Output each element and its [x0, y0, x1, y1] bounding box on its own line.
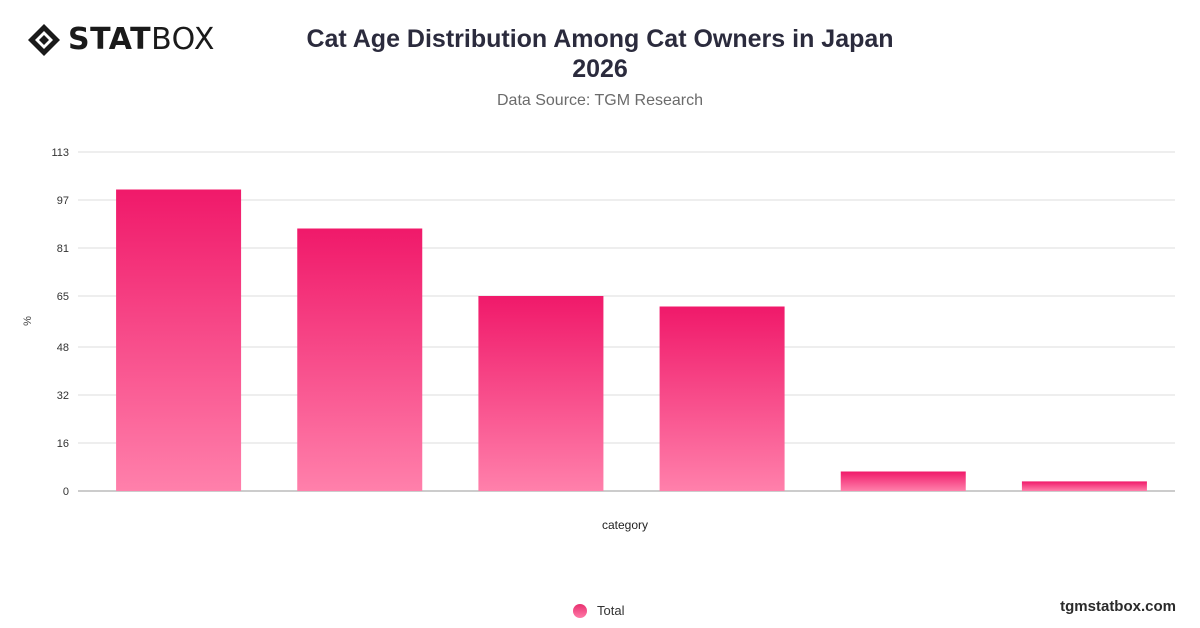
gridlines: 0 16 32 48 65 81 97 113 [51, 147, 1175, 498]
bars [116, 189, 1147, 492]
chart-title-line1: Cat Age Distribution Among Cat Owners in… [306, 25, 894, 53]
chart-title-line2: 2026 [572, 55, 628, 83]
bar[interactable] [297, 228, 423, 492]
logo-text: STATBOX [68, 22, 215, 57]
legend-label-total: Total [597, 603, 625, 618]
bar[interactable] [659, 306, 785, 492]
y-tick-label: 81 [57, 243, 69, 255]
y-tick-label: 16 [57, 438, 69, 450]
y-tick-label: 0 [63, 486, 69, 498]
y-axis-label: % [22, 316, 34, 326]
y-tick-label: 65 [57, 291, 69, 303]
statbox-logo: STATBOX [26, 22, 215, 58]
site-url[interactable]: tgmstatbox.com [1060, 598, 1176, 615]
legend-swatch [573, 603, 587, 618]
y-tick-label: 113 [51, 147, 69, 159]
x-axis-label: category [602, 518, 648, 532]
statbox-diamond-icon [28, 24, 60, 56]
y-tick-label: 32 [57, 390, 69, 402]
y-tick-label: 48 [57, 342, 69, 354]
bar[interactable] [840, 471, 966, 492]
bar[interactable] [1021, 481, 1147, 491]
bar[interactable] [478, 296, 604, 491]
y-tick-label: 97 [57, 195, 69, 207]
chart-title: Cat Age Distribution Among Cat Owners in… [250, 24, 950, 84]
chart-subtitle: Data Source: TGM Research [496, 92, 703, 109]
legend[interactable]: Total [573, 603, 624, 618]
bar[interactable] [116, 189, 242, 492]
